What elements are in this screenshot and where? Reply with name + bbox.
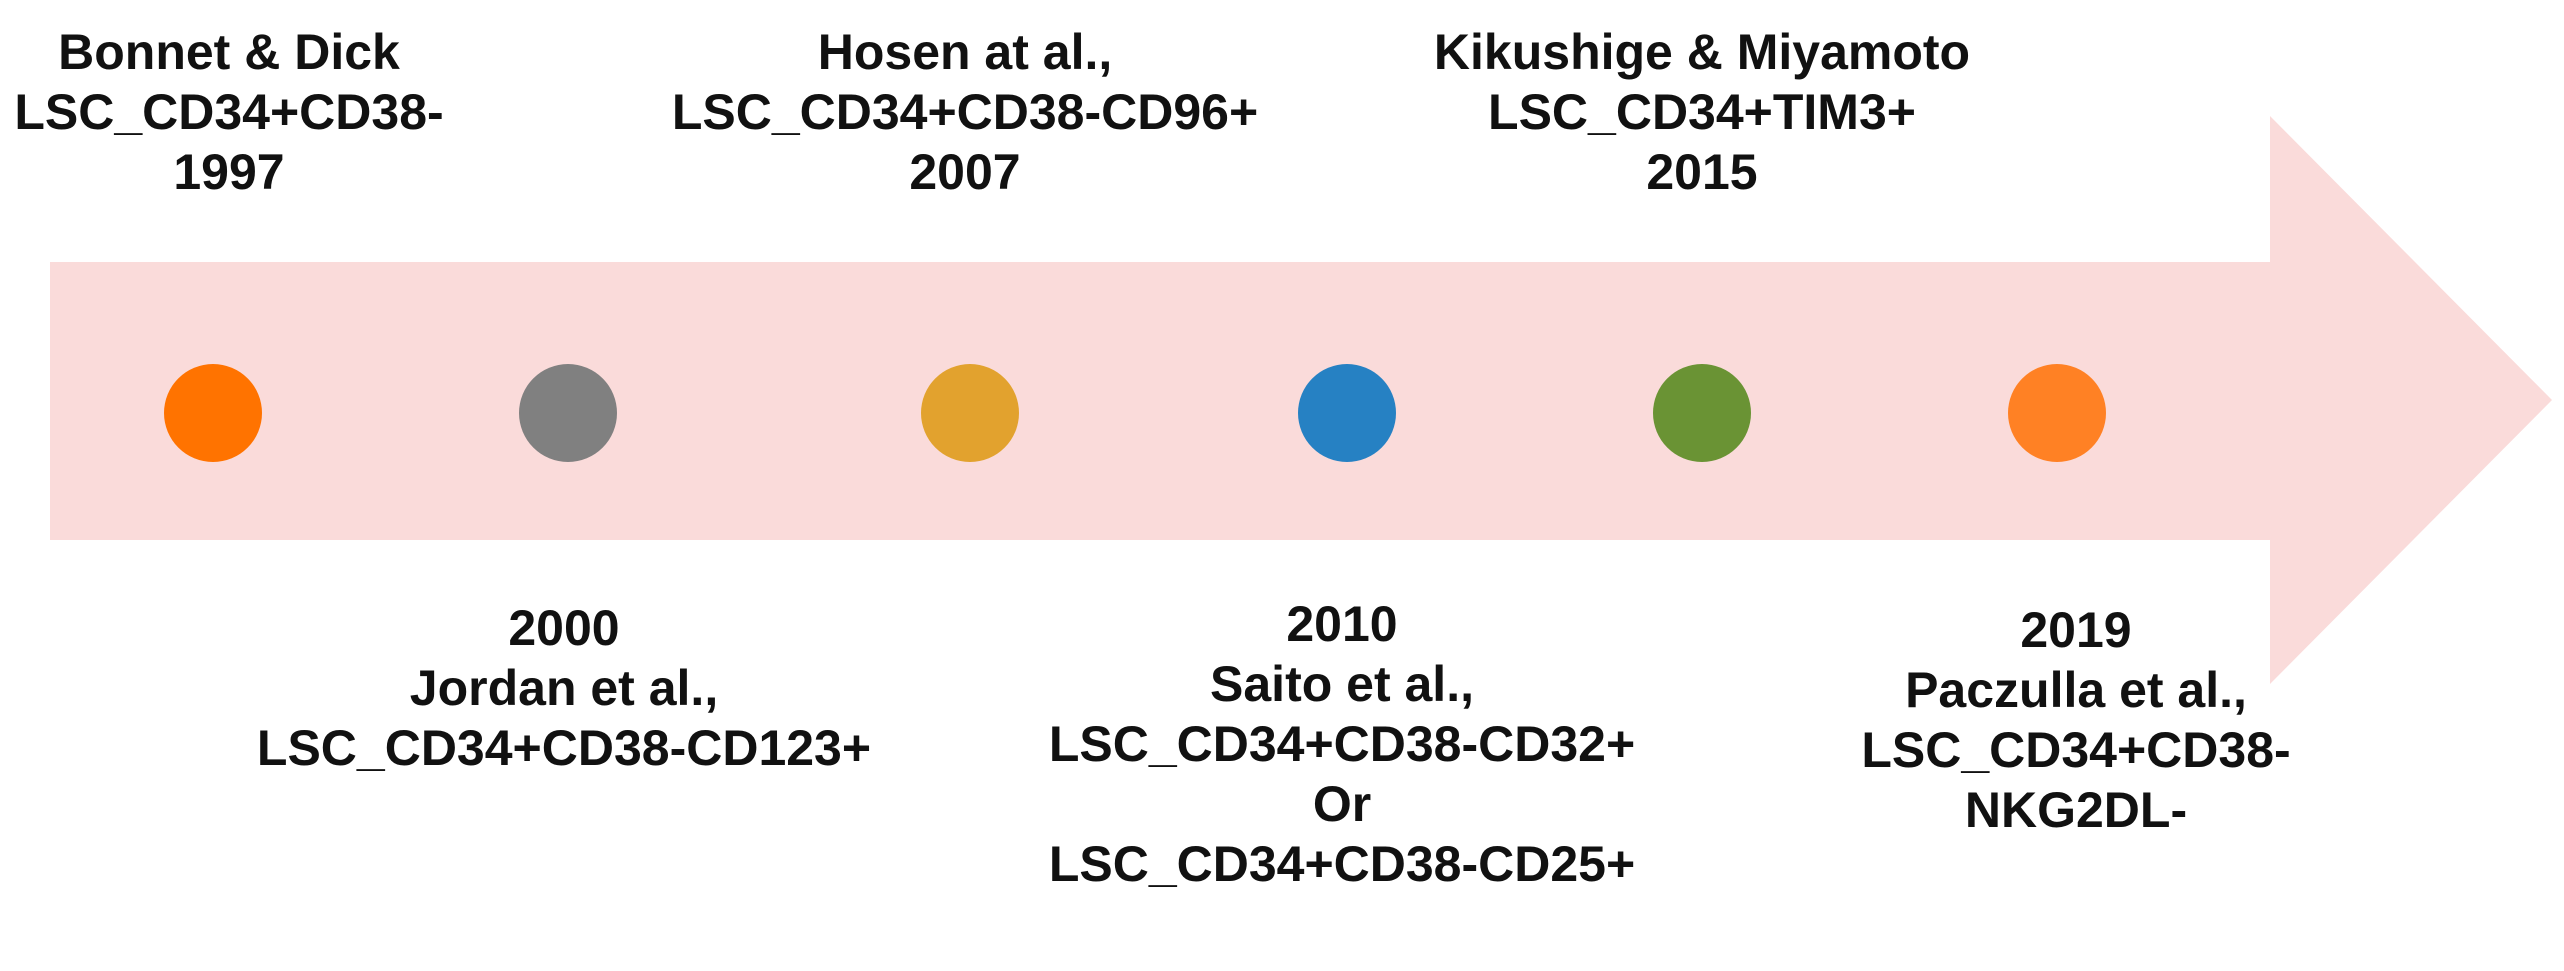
milestone-dot-2010: [1298, 364, 1396, 462]
milestone-label-2019: 2019 Paczulla et al., LSC_CD34+CD38- NKG…: [1696, 600, 2456, 840]
milestone-2010-marker-b: LSC_CD34+CD38-CD25+: [1048, 836, 1636, 892]
milestone-2019-authors: Paczulla et al.,: [1905, 662, 2247, 718]
milestone-2010-authors: Saito et al.,: [1210, 656, 1474, 712]
milestone-label-2007: Hosen at al., LSC_CD34+CD38-CD96+ 2007: [585, 22, 1345, 202]
milestone-2010-marker-a: LSC_CD34+CD38-CD32+: [1048, 716, 1636, 772]
milestone-label-2015: Kikushige & Miyamoto LSC_CD34+TIM3+ 2015: [1322, 22, 2082, 202]
milestone-2007-year: 2007: [909, 144, 1021, 200]
milestone-1997-year: 1997: [173, 144, 285, 200]
milestone-2007-marker: LSC_CD34+CD38-CD96+: [671, 84, 1259, 140]
milestone-label-1997: Bonnet & Dick LSC_CD34+CD38- 1997: [0, 22, 609, 202]
milestone-label-2010: 2010 Saito et al., LSC_CD34+CD38-CD32+ O…: [962, 594, 1722, 894]
milestone-dot-2007: [921, 364, 1019, 462]
milestone-2015-marker: LSC_CD34+TIM3+: [1488, 84, 1916, 140]
milestone-1997-marker: LSC_CD34+CD38-: [14, 84, 444, 140]
milestone-2007-authors: Hosen at al.,: [817, 24, 1113, 80]
milestone-2000-year: 2000: [508, 600, 620, 656]
milestone-label-2000: 2000 Jordan et al., LSC_CD34+CD38-CD123+: [184, 598, 944, 778]
milestone-2015-year: 2015: [1646, 144, 1758, 200]
milestone-2019-marker-cont: NKG2DL-: [1964, 782, 2188, 838]
milestone-dot-2019: [2008, 364, 2106, 462]
milestone-dot-2000: [519, 364, 617, 462]
milestone-2010-year: 2010: [1286, 596, 1398, 652]
milestone-2019-marker: LSC_CD34+CD38-: [1861, 722, 2291, 778]
milestone-2010-or: Or: [1312, 776, 1372, 832]
milestone-dot-1997: [164, 364, 262, 462]
milestone-2000-authors: Jordan et al.,: [409, 660, 719, 716]
milestone-2015-authors: Kikushige & Miyamoto: [1433, 24, 1971, 80]
milestone-dot-2015: [1653, 364, 1751, 462]
milestone-2000-marker: LSC_CD34+CD38-CD123+: [256, 720, 872, 776]
milestone-1997-authors: Bonnet & Dick: [58, 24, 400, 80]
milestone-2019-year: 2019: [2020, 602, 2132, 658]
